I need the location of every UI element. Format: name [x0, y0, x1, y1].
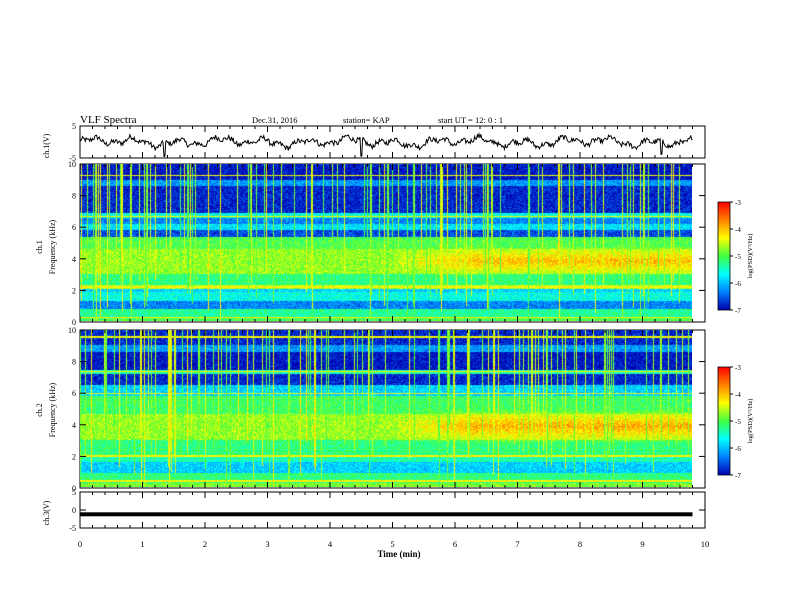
- ch2-spectrogram-heatmap: [80, 330, 692, 487]
- colorbar-1: [717, 201, 731, 311]
- x-tick-label: 6: [453, 539, 457, 549]
- y-tick-label: 4: [72, 255, 76, 264]
- x-tick-label: 0: [78, 539, 82, 549]
- x-tick-label: 8: [578, 539, 582, 549]
- colorbar-tick-label: -3: [735, 199, 741, 207]
- ch1-waveform-line: [79, 131, 693, 157]
- colorbar-tick-label: -4: [735, 391, 741, 399]
- colorbar-tick-label: -6: [735, 280, 741, 288]
- ch1-volt-label: ch.1(V): [42, 133, 51, 158]
- ch3-volt-label: ch.3(V): [42, 500, 51, 525]
- y-tick-label: 2: [72, 452, 76, 461]
- date-label: Dec.31, 2016: [252, 115, 298, 125]
- y-tick-label: 5: [72, 488, 76, 497]
- ch3-waveform-line: [80, 512, 693, 517]
- colorbar-label: log(PSD)(V²/Hz): [747, 234, 754, 279]
- x-axis-label: Time (min): [377, 549, 420, 559]
- x-tick-label: 9: [640, 539, 644, 549]
- colorbar-tick-label: -6: [735, 445, 741, 453]
- ch1-waveform-panel: [79, 131, 693, 157]
- x-tick-label: 5: [390, 539, 394, 549]
- y-tick-label: 8: [72, 192, 76, 201]
- colorbar-tick-label: -4: [735, 226, 741, 234]
- ch1-spectrogram-heatmap: [80, 164, 692, 321]
- ch1-spectrogram-container: [80, 164, 692, 321]
- y-tick-label: 0: [72, 318, 76, 327]
- y-tick-label: 0: [72, 506, 76, 515]
- colorbar-tick-label: -7: [735, 307, 741, 315]
- colorbars: -3 -4 -5 -6 -7 log(PSD)(V²/Hz) -3 -4 -5 -6 -7 log(P…: [717, 199, 754, 480]
- ch1-spec-channel-label: ch.1: [35, 240, 44, 254]
- colorbar-tick-label: -7: [735, 472, 741, 480]
- ch2-spec-channel-label: ch.2: [35, 403, 44, 417]
- y-tick-label: 8: [72, 358, 76, 367]
- ch2-spectrogram-container: [80, 330, 692, 487]
- y-tick-label: 0: [72, 484, 76, 493]
- y-tick-label: 5: [72, 122, 76, 131]
- colorbar-tick-label: -5: [735, 253, 741, 261]
- figure-title: VLF Spectra: [80, 114, 137, 126]
- ch1-spec-freq-label: Frequency (kHz): [48, 219, 57, 274]
- colorbar-2: [717, 366, 731, 476]
- y-tick-label: -5: [69, 154, 76, 163]
- x-tick-label: 7: [515, 539, 519, 549]
- colorbar-tick-label: -5: [735, 418, 741, 426]
- y-tick-label: -5: [69, 524, 76, 533]
- x-tick-label: 1: [140, 539, 144, 549]
- y-tick-label: 10: [68, 326, 76, 335]
- colorbar-label: log(PSD)(V²/Hz): [747, 399, 754, 444]
- x-tick-label: 4: [328, 539, 333, 549]
- y-tick-label: 6: [72, 389, 76, 398]
- x-tick-label: 2: [203, 539, 207, 549]
- y-tick-label: 6: [72, 223, 76, 232]
- y-tick-label: 2: [72, 286, 76, 295]
- x-tick-label: 10: [701, 539, 710, 549]
- start-time-label: start UT = 12: 0 : 1: [438, 115, 503, 125]
- colorbar-tick-label: -3: [735, 364, 741, 372]
- ch2-spec-freq-label: Frequency (kHz): [48, 382, 57, 437]
- y-tick-label: 4: [72, 421, 76, 430]
- station-label: station= KAP: [343, 115, 390, 125]
- x-tick-label: 3: [265, 539, 269, 549]
- y-tick-label: 10: [68, 160, 76, 169]
